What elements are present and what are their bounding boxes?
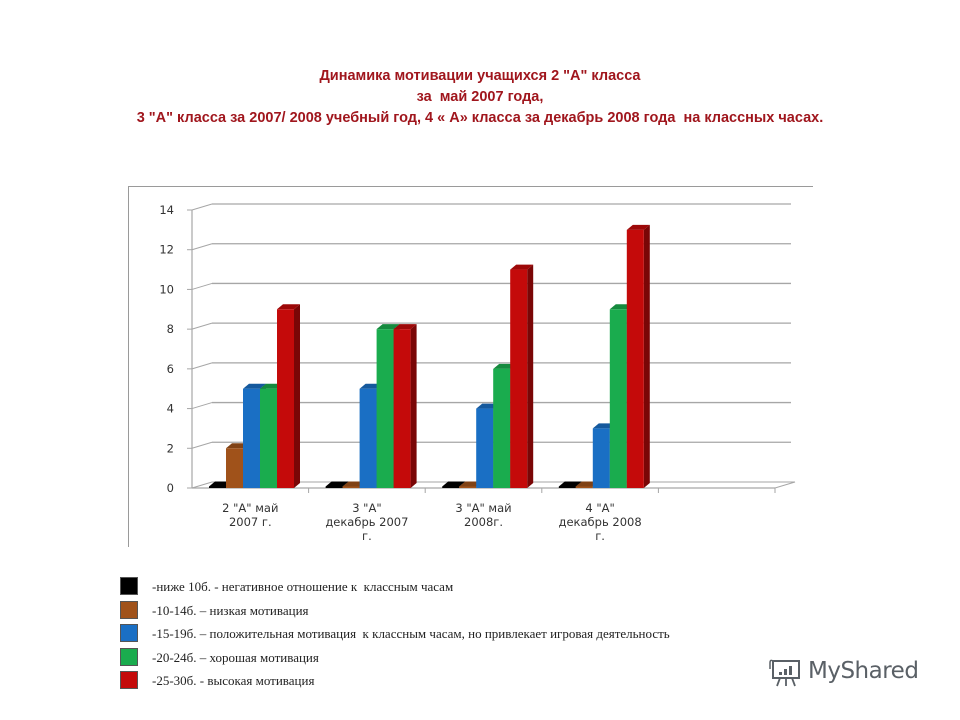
chart-title: Динамика мотивации учащихся 2 "А" класса… — [0, 66, 960, 129]
title-line-3: 3 "А" класса за 2007/ 2008 учебный год, … — [136, 110, 824, 126]
y-tick-label: 2 — [167, 441, 174, 455]
watermark-text: MyShared — [808, 658, 919, 684]
gridline-diagonal — [191, 203, 213, 211]
legend-swatch — [120, 647, 138, 666]
x-category-label: 2008г. — [464, 515, 503, 529]
legend-label: -ниже 10б. - негативное отношение к клас… — [152, 579, 454, 594]
gridline-diagonal — [191, 441, 213, 449]
title-line-2: за май 2007 года, — [416, 89, 544, 105]
bar — [393, 324, 417, 488]
legend-swatch — [120, 671, 138, 689]
legend-swatch — [120, 624, 138, 642]
y-tick-label: 10 — [159, 282, 174, 296]
title-line-1: Динамика мотивации учащихся 2 "А" класса — [319, 68, 641, 84]
legend-label: -20-24б. – хорошая мотивация — [152, 649, 319, 665]
x-category-label: г. — [362, 529, 372, 543]
gridline-diagonal — [191, 402, 213, 410]
y-tick-label: 0 — [167, 481, 174, 495]
y-tick-label: 6 — [167, 362, 174, 376]
bar — [277, 304, 300, 488]
y-tick-label: 12 — [159, 243, 174, 257]
x-category-label: 2 "А" май — [222, 501, 278, 515]
chart-frame — [128, 186, 813, 547]
y-tick-label: 14 — [159, 203, 174, 217]
x-category-label: декабрь 2008 — [559, 515, 642, 529]
x-category-label: г. — [595, 529, 605, 543]
legend-swatch — [120, 577, 138, 595]
y-tick-label: 8 — [167, 322, 174, 336]
legend-label: -10-14б. – низкая мотивация — [152, 602, 309, 618]
gridline-diagonal — [191, 362, 213, 370]
legend-label: -25-30б. - высокая мотивация — [152, 673, 315, 688]
x-category-label: 3 "А" май — [455, 501, 511, 515]
x-category-label: декабрь 2007 — [325, 515, 408, 529]
x-category-label: 2007 г. — [229, 515, 272, 529]
legend-label: -15-19б. – положительная мотивация к кла… — [152, 626, 670, 641]
legend-swatch — [120, 600, 138, 619]
x-category-label: 3 "А" — [352, 501, 381, 515]
x-category-label: 4 "А" — [585, 501, 614, 515]
bar — [510, 264, 534, 488]
y-tick-label: 4 — [167, 402, 174, 416]
bar — [626, 224, 650, 488]
gridline-diagonal — [191, 322, 213, 330]
gridline-diagonal — [191, 282, 213, 290]
gridline-diagonal — [191, 243, 213, 251]
presentation-chart-icon — [769, 659, 800, 687]
